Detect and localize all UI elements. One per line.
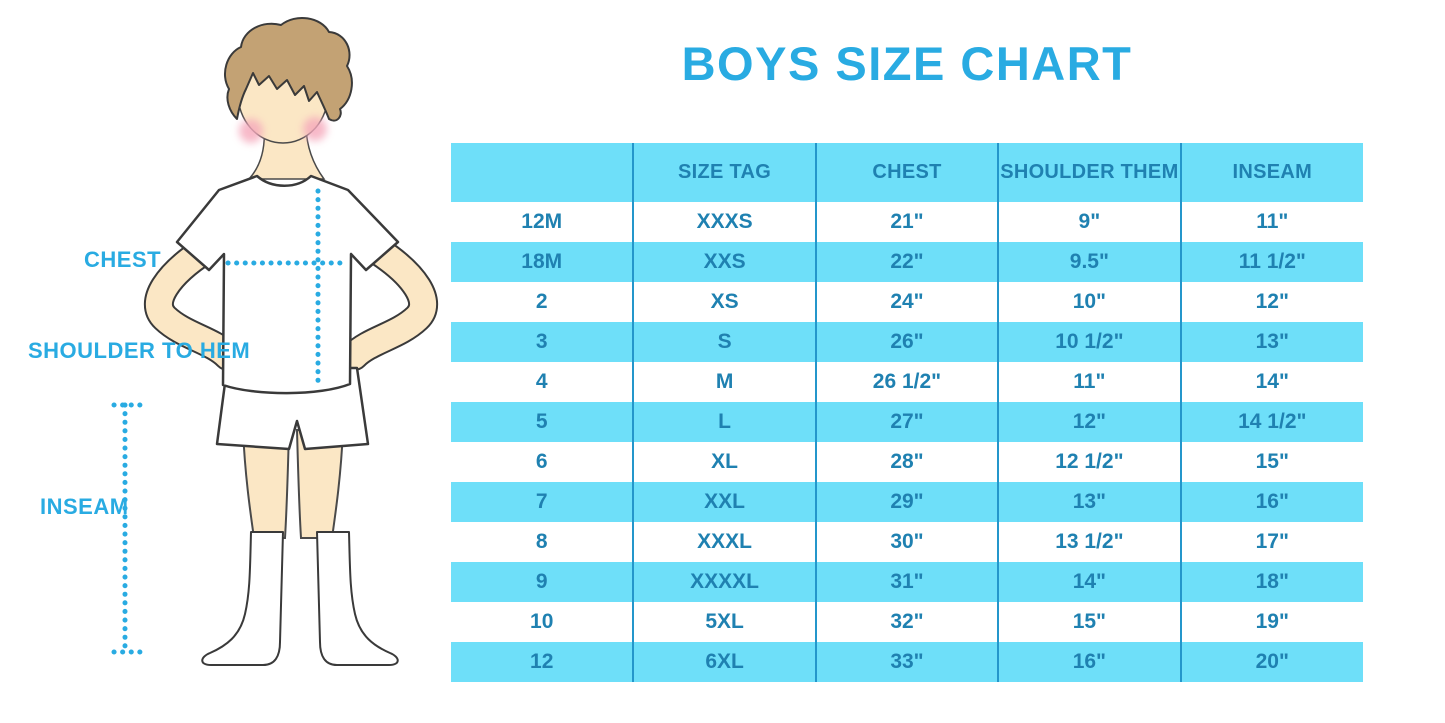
age-cell: 6 xyxy=(451,442,634,482)
age-cell: 12 xyxy=(451,642,634,682)
shoulder-hem-cell: 12" xyxy=(997,402,1181,442)
inseam-cell: 15" xyxy=(1179,442,1363,482)
inseam-cell: 14" xyxy=(1179,362,1363,402)
table-row: 2 XS 24" 10" 12" xyxy=(451,282,1363,322)
chest-cell: 28" xyxy=(814,442,999,482)
shoulder-hem-cell: 14" xyxy=(997,562,1181,602)
table-row: 7 XXL 29" 13" 16" xyxy=(451,482,1363,522)
boy-arm-right xyxy=(339,235,439,371)
chest-cell: 30" xyxy=(814,522,999,562)
size-tag-cell: S xyxy=(632,322,816,362)
age-cell: 10 xyxy=(451,602,634,642)
age-cell: 8 xyxy=(451,522,634,562)
table-row: 8 XXXL 30" 13 1/2" 17" xyxy=(451,522,1363,562)
size-tag-cell: XXXXL xyxy=(632,562,816,602)
shoulder-hem-cell: 13 1/2" xyxy=(997,522,1181,562)
inseam-cell: 12" xyxy=(1179,282,1363,322)
age-cell: 4 xyxy=(451,362,634,402)
age-cell: 5 xyxy=(451,402,634,442)
inseam-cell: 11" xyxy=(1179,202,1363,242)
chest-cell: 24" xyxy=(814,282,999,322)
shoulder-hem-cell: 9" xyxy=(997,202,1181,242)
inseam-cell: 13" xyxy=(1179,322,1363,362)
age-cell: 2 xyxy=(451,282,634,322)
boy-arm-left xyxy=(143,235,243,371)
inseam-label: INSEAM xyxy=(40,494,129,519)
size-tag-cell: XS xyxy=(632,282,816,322)
inseam-cell: 11 1/2" xyxy=(1179,242,1363,282)
table-row: 12 6XL 33" 16" 20" xyxy=(451,642,1363,682)
chest-cell: 22" xyxy=(814,242,999,282)
size-tag-cell: L xyxy=(632,402,816,442)
shoulder-hem-cell: 13" xyxy=(997,482,1181,522)
boy-leg-left xyxy=(241,429,291,539)
table-row: 6 XL 28" 12 1/2" 15" xyxy=(451,442,1363,482)
inseam-cell: 18" xyxy=(1179,562,1363,602)
chest-cell: 21" xyxy=(814,202,999,242)
shoulder-hem-cell: 16" xyxy=(997,642,1181,682)
shoulder-hem-cell: 9.5" xyxy=(997,242,1181,282)
table-row: 4 M 26 1/2" 11" 14" xyxy=(451,362,1363,402)
size-table-header: SIZE TAG CHEST SHOULDER THEM INSEAM xyxy=(451,143,1363,202)
table-row: 12M XXXS 21" 9" 11" xyxy=(451,202,1363,242)
table-row: 9 XXXXL 31" 14" 18" xyxy=(451,562,1363,602)
size-tag-cell: XXXS xyxy=(632,202,816,242)
chest-cell: 31" xyxy=(814,562,999,602)
age-cell: 18M xyxy=(451,242,634,282)
inseam-cell: 16" xyxy=(1179,482,1363,522)
size-tag-cell: M xyxy=(632,362,816,402)
table-row: 10 5XL 32" 15" 19" xyxy=(451,602,1363,642)
header-chest: CHEST xyxy=(814,143,999,202)
header-size-tag: SIZE TAG xyxy=(632,143,816,202)
header-age xyxy=(451,143,634,202)
size-tag-cell: 5XL xyxy=(632,602,816,642)
size-tag-cell: XL xyxy=(632,442,816,482)
boy-tshirt xyxy=(175,174,400,395)
age-cell: 9 xyxy=(451,562,634,602)
page-title: BOYS SIZE CHART xyxy=(681,37,1133,90)
inseam-cell: 17" xyxy=(1179,522,1363,562)
age-cell: 3 xyxy=(451,322,634,362)
chest-label: CHEST xyxy=(84,247,162,272)
shoulder-hem-cell: 11" xyxy=(997,362,1181,402)
inseam-cell: 19" xyxy=(1179,602,1363,642)
header-shoulder-hem: SHOULDER THEM xyxy=(997,143,1181,202)
shoulder-to-hem-label: SHOULDER TO HEM xyxy=(28,338,251,363)
header-row: SIZE TAG CHEST SHOULDER THEM INSEAM xyxy=(451,143,1363,202)
shoulder-hem-cell: 15" xyxy=(997,602,1181,642)
chest-cell: 27" xyxy=(814,402,999,442)
chest-cell: 26" xyxy=(814,322,999,362)
size-table-body: 12M XXXS 21" 9" 11" 18M XXS 22" 9.5" 11 1/2" 2 XS 24… xyxy=(451,202,1363,682)
inseam-cell: 20" xyxy=(1179,642,1363,682)
table-row: 5 L 27" 12" 14 1/2" xyxy=(451,402,1363,442)
boy-cheek-right xyxy=(303,117,327,141)
header-inseam: INSEAM xyxy=(1179,143,1363,202)
size-tag-cell: XXL xyxy=(632,482,816,522)
chest-cell: 29" xyxy=(814,482,999,522)
table-row: 18M XXS 22" 9.5" 11 1/2" xyxy=(451,242,1363,282)
size-tag-cell: XXS xyxy=(632,242,816,282)
shoulder-hem-cell: 10 1/2" xyxy=(997,322,1181,362)
chest-cell: 26 1/2" xyxy=(814,362,999,402)
boy-illustration xyxy=(111,16,439,666)
boy-hair xyxy=(224,16,353,122)
size-tag-cell: XXXL xyxy=(632,522,816,562)
inseam-cell: 14 1/2" xyxy=(1179,402,1363,442)
table-row: 3 S 26" 10 1/2" 13" xyxy=(451,322,1363,362)
age-cell: 12M xyxy=(451,202,634,242)
shoulder-hem-cell: 12 1/2" xyxy=(997,442,1181,482)
boy-sock-left xyxy=(201,531,284,666)
size-table: SIZE TAG CHEST SHOULDER THEM INSEAM 12M X… xyxy=(451,143,1363,682)
boy-cheek-left xyxy=(239,119,263,143)
size-tag-cell: 6XL xyxy=(632,642,816,682)
boy-sock-right xyxy=(316,531,399,666)
chest-cell: 33" xyxy=(814,642,999,682)
age-cell: 7 xyxy=(451,482,634,522)
shoulder-hem-cell: 10" xyxy=(997,282,1181,322)
chest-cell: 32" xyxy=(814,602,999,642)
